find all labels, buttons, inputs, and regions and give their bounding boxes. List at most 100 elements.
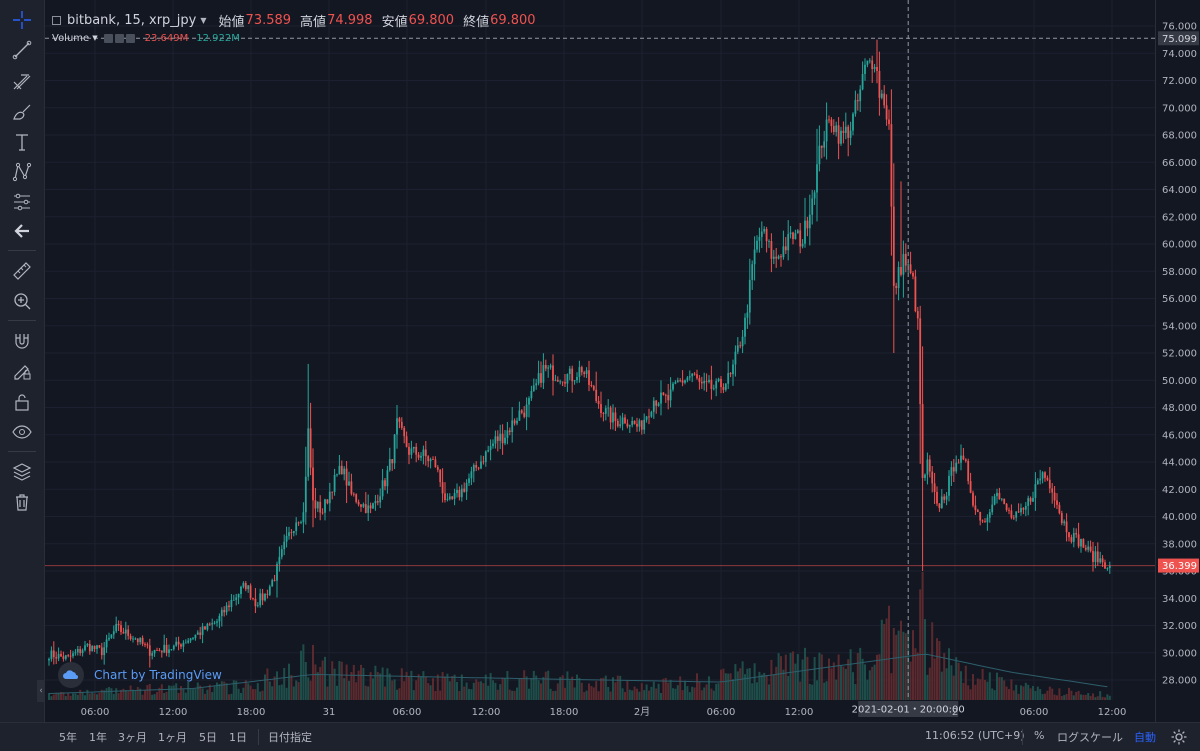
volume-bar [153,694,156,700]
candle-body [912,273,914,277]
volume-bar [132,689,134,700]
volume-bar [962,682,965,700]
chevron-down-icon[interactable]: ▼ [200,15,207,25]
visibility-tool[interactable] [8,419,36,445]
candle-body [336,474,338,476]
legend-collapse-icon[interactable] [52,15,61,25]
brush-tool[interactable] [8,99,36,125]
candle-body [703,381,706,384]
volume-bar [988,672,991,700]
candle-body [280,549,283,557]
chart-pane[interactable]: 2021-02-01・20:00:00 06:00 12:00 18:00 31 06:… [45,0,1155,722]
price-tick-label: 40.000 [1162,512,1197,523]
candle-body [352,493,355,495]
unlock-tool[interactable] [8,389,36,415]
volume-bar [561,675,564,700]
trend-line-tool[interactable] [8,37,36,63]
log-scale-button[interactable]: ログスケール [1057,731,1123,744]
candle-body [1063,521,1066,524]
price-axis[interactable]: 76.000 74.000 72.000 70.000 68.000 66.000 64.0… [1155,0,1200,722]
volume-label[interactable]: Volume [52,32,90,44]
pitchfork-tool[interactable] [8,68,36,94]
volume-bar [57,693,60,700]
volume-bar [976,678,979,700]
delete-tool[interactable] [8,489,36,515]
clock[interactable]: 11:06:52 (UTC+9) [925,729,1025,742]
percent-scale-button[interactable]: % [1034,729,1045,742]
volume-bar [350,672,353,700]
volume-bar [828,658,830,700]
measure-tool[interactable] [8,258,36,284]
range-3m-button[interactable]: 3ヶ月 [118,731,147,744]
candle-body [720,378,722,388]
tradingview-watermark[interactable]: Chart by TradingView [58,662,222,688]
candle-body [585,370,588,374]
settings-icon[interactable] [1170,728,1188,746]
volume-bar [91,692,94,700]
range-1y-button[interactable]: 1年 [89,731,107,744]
volume-bar [559,676,562,700]
price-tick-label: 66.000 [1162,158,1197,169]
pattern-tool[interactable] [8,159,36,185]
volume-bar [794,663,797,700]
volume-bar [948,648,950,700]
volume-bar [117,693,120,700]
candle-body [729,373,732,375]
candle-body [535,383,538,386]
back-tool[interactable] [8,218,36,244]
volume-bar [1027,684,1030,700]
range-1m-button[interactable]: 1ヶ月 [158,731,187,744]
volume-bar [439,690,442,700]
layers-icon [12,463,32,481]
volume-bar [636,688,638,700]
object-tree-tool[interactable] [8,459,36,485]
candle-body [379,496,382,503]
volume-bar [163,693,166,700]
candle-body [1032,497,1034,502]
candle-body [540,373,542,383]
candle-body [919,318,922,405]
volume-bar [691,686,694,700]
candle-body [192,638,194,639]
candle-body [717,378,720,382]
candle-body [156,649,158,651]
volume-bar [868,670,871,700]
prediction-tool[interactable] [8,189,36,215]
time-tick-label: 31 [323,707,336,718]
crosshair-time-badge [858,701,959,717]
close-icon[interactable] [125,33,135,43]
time-tick-label: 06:00 [393,707,422,718]
volume-bar [801,659,804,700]
date-range-button[interactable]: 日付指定 [268,731,312,744]
chevron-down-icon[interactable]: ▼ [92,34,98,42]
candle-body [583,372,586,374]
volume-bar [866,679,869,700]
range-1d-button[interactable]: 1日 [229,731,247,744]
visibility-toggle-icon[interactable] [103,33,113,43]
candle-body [213,622,216,624]
candlestick-chart[interactable]: 2021-02-01・20:00:00 06:00 12:00 18:00 31 06:… [45,0,1155,722]
volume-bar [595,681,598,700]
symbol-title[interactable]: bitbank, 15, xrp_jpy [67,12,197,28]
range-5d-button[interactable]: 5日 [199,731,217,744]
volume-bar [338,661,341,700]
chevron-left-icon[interactable]: ‹ [37,680,45,702]
volume-bar [909,661,912,700]
volume-bar [552,691,554,700]
text-tool[interactable] [8,129,36,155]
candle-body [1046,477,1049,480]
volume-bar [710,688,713,700]
candle-body [76,648,79,653]
settings-mini-icon[interactable] [114,33,124,43]
volume-bar [724,673,727,700]
crosshair-tool[interactable] [8,7,36,33]
candle-body [588,370,590,385]
volume-bar [175,683,178,700]
price-tick-label: 62.000 [1162,212,1197,223]
auto-scale-button[interactable]: 自動 [1134,731,1156,744]
range-5y-button[interactable]: 5年 [59,731,77,744]
lock-drawing-tool[interactable] [8,358,36,384]
magnet-tool[interactable] [8,328,36,354]
volume-bar [309,680,312,700]
zoom-tool[interactable] [8,288,36,314]
